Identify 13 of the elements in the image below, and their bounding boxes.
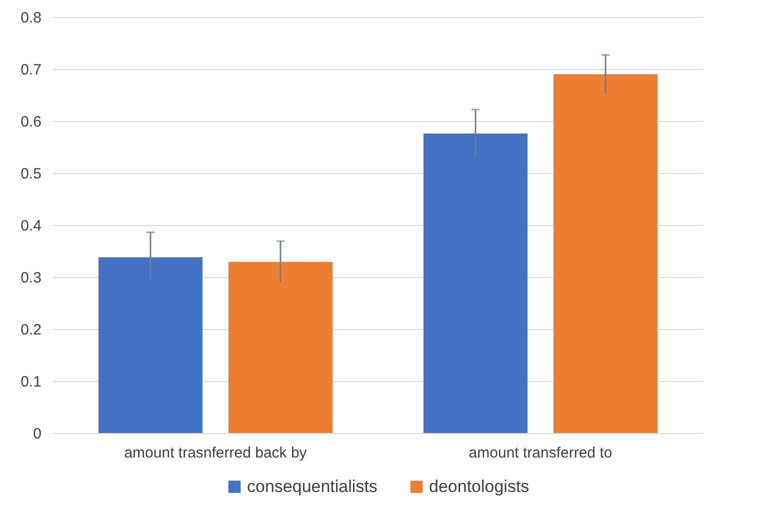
y-tick-label: 0	[33, 426, 42, 442]
y-tick-label: 0.3	[20, 270, 42, 286]
y-tick-label: 0.6	[20, 114, 42, 130]
x-tick-label: amount transferred to	[468, 444, 612, 462]
y-tick-label: 0.1	[20, 374, 42, 390]
y-tick-label: 0.2	[20, 322, 42, 338]
x-tick-label: amount trasnferred back by	[124, 444, 308, 462]
y-tick-label: 0.4	[20, 218, 42, 234]
y-tick-label: 0.8	[20, 10, 42, 26]
y-tick-label: 0.7	[20, 62, 42, 78]
y-tick-label: 0.5	[20, 166, 42, 182]
legend-label: consequentialists	[247, 476, 378, 496]
legend-label: deontologists	[429, 476, 530, 496]
